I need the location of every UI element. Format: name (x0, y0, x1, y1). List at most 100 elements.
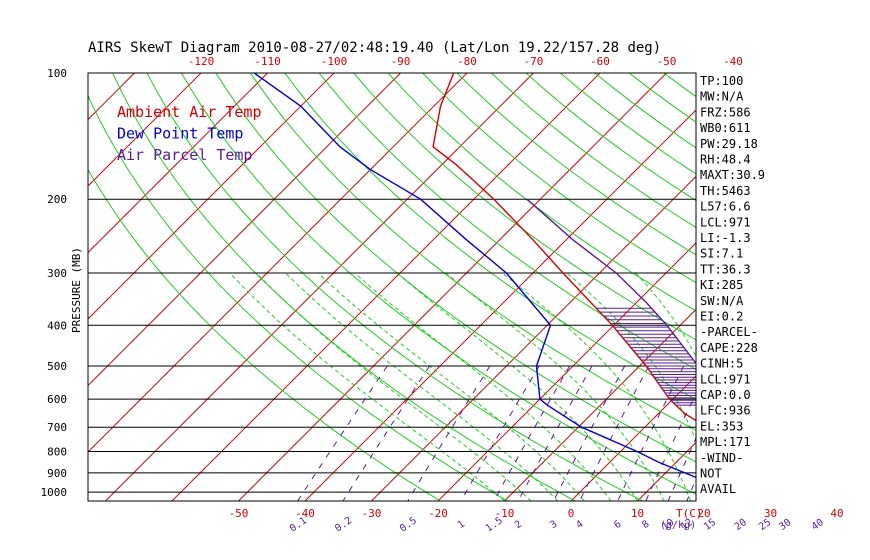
dry-adiabat-line (146, 73, 643, 501)
top-temp-tick-label: -110 (254, 55, 281, 68)
dry-adiabat-line (525, 73, 696, 202)
mixing-ratio-tick-label: 0.2 (333, 515, 354, 534)
mixing-ratio-line (765, 366, 819, 501)
dry-adiabat-line (836, 73, 870, 501)
index-label: LFC:936 (700, 404, 751, 418)
legend-item: Dew Point Temp (117, 125, 243, 143)
mixing-ratio-tick-label: 1 (456, 519, 467, 531)
mixing-ratio-line (297, 365, 388, 501)
mixing-ratio-line (517, 365, 593, 501)
top-temp-tick-label: -100 (321, 55, 348, 68)
top-temp-tick-label: -120 (188, 55, 215, 68)
index-label: WB0:611 (700, 121, 751, 135)
y-axis-label: PRESSURE (MB) (70, 247, 83, 333)
isotherm-line (771, 73, 870, 501)
moist-adiabat-line (285, 272, 559, 501)
isotherm-line (88, 73, 268, 254)
mixing-ratio-line (553, 365, 626, 501)
index-label: MW:N/A (700, 90, 744, 104)
pressure-tick-label: 700 (47, 421, 67, 434)
top-temp-tick-label: -70 (524, 55, 544, 68)
plot-frame (87, 72, 697, 502)
dry-adiabat-line (88, 94, 509, 501)
dry-adiabat-line (353, 73, 696, 341)
mixing-ratio-tick-label: 6 (612, 519, 623, 531)
isotherm-line (837, 73, 870, 501)
bottom-temp-tick-label: 30 (764, 507, 777, 520)
index-label: AVAIL (700, 482, 736, 496)
moist-adiabat-line (255, 272, 532, 501)
moist-adiabat-line (566, 272, 696, 442)
mixing-ratio-line (407, 365, 491, 501)
isotherm-line (437, 242, 696, 501)
moist-adiabat-line (445, 272, 665, 501)
mixing-ratio-line (786, 366, 838, 501)
index-label: EL:353 (700, 419, 743, 433)
index-label: NOT (700, 467, 722, 481)
dry-adiabat-line (663, 73, 696, 98)
index-label: EI:0.2 (700, 310, 743, 324)
mixing-ratio-tick-label: 30 (777, 517, 793, 533)
dry-adiabat-line (387, 73, 696, 312)
pressure-tick-label: 500 (47, 360, 67, 373)
pressure-tick-label: 300 (47, 267, 67, 280)
isotherm-line (238, 73, 667, 501)
index-label: SW:N/A (700, 294, 744, 308)
index-label: PW:29.18 (700, 137, 758, 151)
mixing-ratio-unit: (g/kg) (660, 520, 696, 531)
top-temp-tick-label: -60 (590, 55, 610, 68)
index-label: LCL:971 (700, 215, 751, 229)
moist-adiabat-line (354, 272, 612, 501)
index-label: CAPE:228 (700, 341, 758, 355)
dewpoint-line (253, 73, 696, 479)
mixing-ratio-line (617, 365, 685, 501)
moist-adiabat-line (812, 273, 823, 501)
chart-title: AIRS SkewT Diagram 2010-08-27/02:48:19.4… (88, 40, 661, 56)
isotherm-line (88, 73, 335, 320)
index-label: -WIND- (700, 451, 743, 465)
bottom-temp-tick-label: -50 (229, 507, 249, 520)
pressure-tick-label: 600 (47, 393, 67, 406)
mixing-ratio-tick-label: 3 (548, 519, 559, 531)
mixing-ratio-line (667, 437, 696, 501)
bottom-temp-tick-label: 0 (568, 507, 575, 520)
moist-adiabat-line (502, 272, 692, 501)
dry-adiabat-line (88, 168, 441, 501)
index-label: -PARCEL- (700, 325, 758, 339)
mixing-ratio-tick-label: 4 (574, 519, 585, 531)
legend-item: Air Parcel Temp (117, 146, 252, 164)
mixing-ratio-line (579, 365, 650, 501)
index-label: L57:6.6 (700, 200, 751, 214)
mixing-ratio-tick-label: 40 (810, 517, 826, 533)
isotherm-line (105, 73, 534, 501)
pressure-tick-label: 800 (47, 446, 67, 459)
dry-adiabat-line (284, 73, 696, 400)
ambient-temp-line (432, 73, 696, 422)
isotherm-line (304, 109, 696, 501)
bottom-temp-tick-label: 40 (830, 507, 843, 520)
isotherm-line (637, 441, 696, 501)
dry-adiabat-line (318, 73, 696, 370)
index-label: TT:36.3 (700, 262, 751, 276)
index-label: KI:285 (700, 278, 743, 292)
bottom-temp-tick-label: -40 (295, 507, 315, 520)
mixing-ratio-line (493, 365, 571, 501)
dry-adiabat-line (422, 73, 696, 284)
moist-adiabat-line (317, 272, 585, 501)
index-label: FRZ:586 (700, 105, 751, 119)
dry-adiabat-line (767, 73, 870, 501)
bottom-temp-tick-label: -10 (495, 507, 515, 520)
bottom-temp-tick-label: -30 (362, 507, 382, 520)
moist-adiabat-line (635, 272, 696, 358)
mixing-ratio-line (342, 365, 431, 501)
index-label: RH:48.4 (700, 153, 751, 167)
dry-adiabat-line (456, 73, 696, 256)
index-label: MAXT:30.9 (700, 168, 765, 182)
isotherm-line (88, 73, 468, 453)
isotherm-line (171, 73, 601, 501)
pressure-tick-label: 900 (47, 467, 67, 480)
bottom-temp-tick-label: 20 (697, 507, 710, 520)
top-temp-tick-label: -90 (391, 55, 411, 68)
